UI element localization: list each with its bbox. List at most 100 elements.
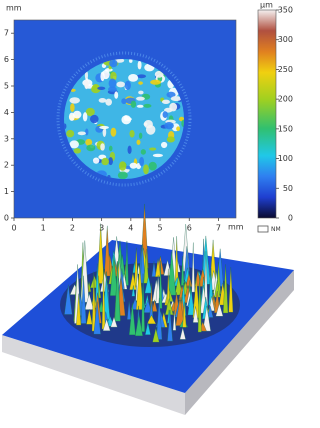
spike (110, 316, 118, 328)
surface-features (64, 59, 184, 179)
spike (158, 260, 163, 309)
spike (93, 301, 101, 335)
colorbar-unit: µm (260, 1, 273, 10)
colorbar-tick-label: 200 (278, 95, 293, 104)
y-unit: mm (6, 4, 22, 13)
feature (92, 157, 100, 164)
spike (143, 299, 153, 313)
plate-front (2, 335, 185, 415)
nm-label: NM (271, 226, 281, 233)
feature (73, 148, 82, 154)
spikes (64, 203, 234, 343)
feature (90, 114, 99, 124)
feature (85, 107, 95, 117)
feature (137, 64, 142, 69)
feature (114, 91, 119, 99)
spike (135, 314, 143, 336)
x-tick-label: 7 (216, 224, 221, 233)
feature (130, 100, 137, 108)
spike (144, 276, 153, 294)
spike (191, 242, 195, 293)
colorbar-tick-label: 150 (278, 124, 293, 133)
plate-side (185, 270, 294, 415)
feature (86, 144, 96, 152)
y-tick-label: 6 (4, 55, 9, 64)
feature (124, 80, 131, 91)
feature (140, 149, 146, 155)
feature (143, 103, 152, 108)
feature (85, 138, 93, 146)
y-tick-label: 3 (4, 134, 9, 143)
spike (127, 300, 132, 320)
feature (108, 86, 117, 92)
feature (136, 74, 147, 79)
feature (138, 81, 143, 85)
colorbar-tick-label: 300 (278, 35, 293, 44)
spike (151, 261, 157, 277)
colorbar (257, 9, 277, 219)
spike (97, 223, 105, 284)
spike (185, 273, 193, 287)
feature (70, 103, 75, 112)
nm-box (257, 225, 269, 233)
feature (154, 70, 164, 78)
feature (150, 79, 161, 85)
y-tick-label: 4 (4, 108, 9, 117)
feature (166, 91, 176, 98)
feature (85, 128, 89, 136)
spike (179, 327, 186, 340)
feature (170, 96, 182, 102)
feature (84, 70, 89, 80)
spike (207, 305, 214, 318)
feature (100, 71, 105, 82)
feature (148, 161, 157, 171)
feature (114, 59, 125, 63)
feature (69, 140, 79, 149)
spike (125, 240, 129, 286)
x-tick-label: 3 (99, 224, 104, 233)
spike (64, 284, 73, 315)
feature (136, 96, 145, 101)
colorbar-tick-label: 50 (283, 184, 293, 193)
y-tick-label: 2 (4, 161, 9, 170)
feature (127, 145, 132, 154)
colorbar-tick-label: 0 (288, 214, 293, 223)
spike (129, 302, 136, 336)
x-tick-label: 0 (11, 224, 16, 233)
feature (101, 157, 109, 166)
feature (98, 98, 107, 103)
spike (215, 302, 224, 317)
feature (99, 125, 109, 130)
feature (143, 120, 153, 129)
spike (109, 255, 118, 296)
feature (108, 78, 117, 89)
spike (180, 256, 185, 286)
feature (143, 164, 149, 175)
spike (80, 275, 87, 324)
spike (143, 248, 149, 284)
feature (84, 79, 89, 90)
feature (121, 98, 127, 105)
spike (114, 261, 121, 322)
feature (118, 161, 127, 171)
figure: µm mm mm NM 0 1 2 3 4 5 6 7 0 1 2 3 4 5 6 7 0 50 100 150 200… (2, 1, 294, 415)
x-tick-label: 2 (70, 224, 75, 233)
feature (181, 119, 184, 128)
feature (108, 157, 113, 166)
feature (139, 156, 145, 167)
feature (160, 141, 168, 149)
spike (76, 293, 82, 326)
y-tick-label: 7 (4, 29, 9, 38)
feature (176, 126, 181, 132)
feature (152, 153, 163, 158)
feature (109, 59, 118, 68)
feature (108, 65, 112, 70)
feature (66, 129, 75, 138)
feature (162, 111, 168, 118)
spike (197, 274, 202, 333)
feature (138, 132, 143, 139)
x-tick-label: 1 (41, 224, 46, 233)
colorbar-tick-label: 250 (278, 65, 293, 74)
feature (105, 98, 112, 106)
rim (56, 51, 192, 187)
